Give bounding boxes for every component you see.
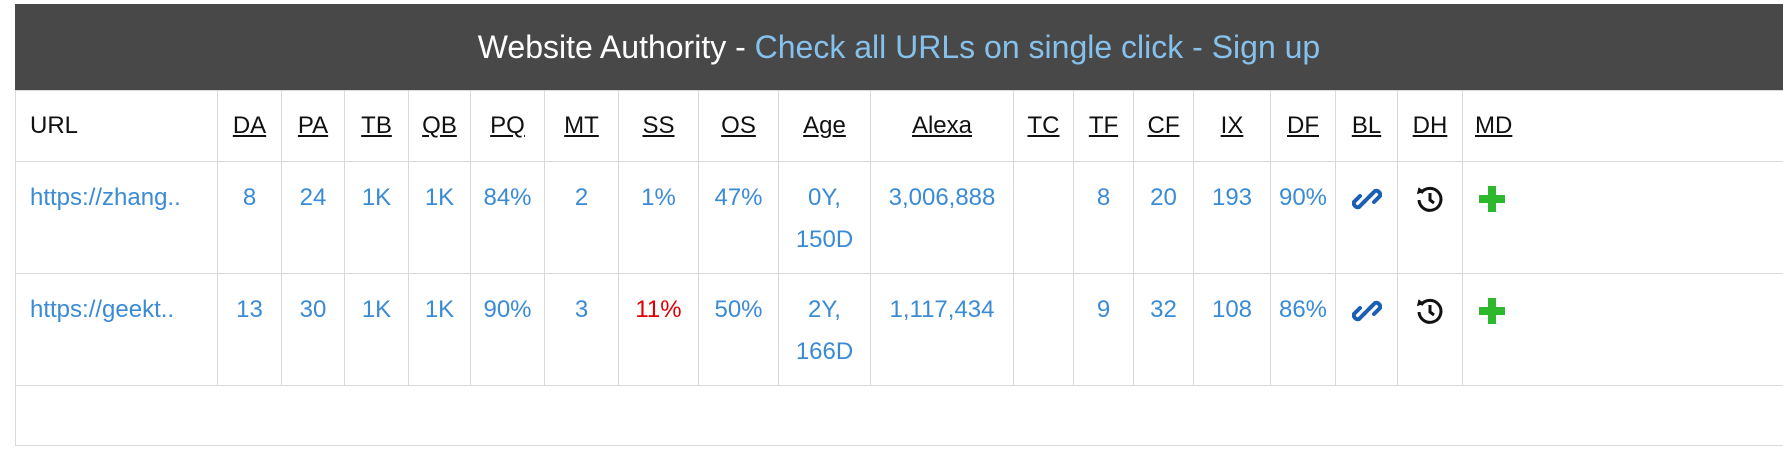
cell-tf: 9 [1073, 273, 1134, 386]
cell-mt: 3 [544, 273, 619, 386]
cell-qb: 1K [408, 161, 471, 274]
sort-bl[interactable]: BL [1351, 112, 1382, 139]
sort-md[interactable]: MD [1475, 112, 1513, 139]
metrics-table: URL DA PA TB QB PQ MT SS OS Age Alexa TC… [15, 90, 1783, 446]
cell-dh [1397, 161, 1463, 274]
age-years: 2Y, [808, 296, 841, 323]
sort-da[interactable]: DA [232, 112, 267, 139]
cell-pq: 84% [470, 161, 545, 274]
header-separator: - [1183, 28, 1212, 65]
sort-tb[interactable]: TB [361, 112, 392, 139]
plus-icon[interactable] [1477, 184, 1507, 214]
sort-tc[interactable]: TC [1027, 112, 1060, 139]
cell-ix: 108 [1193, 273, 1271, 386]
cell-md [1462, 273, 1783, 386]
url-link[interactable]: https://zhang.. [30, 184, 181, 211]
history-icon[interactable] [1415, 184, 1445, 214]
cell-dh [1397, 273, 1463, 386]
check-all-urls-link[interactable]: Check all URLs on single click [754, 28, 1184, 65]
plus-icon[interactable] [1477, 296, 1507, 326]
table-row: https://zhang.. 8 24 1K 1K 84% 2 1% 47% … [15, 161, 1783, 274]
cell-tb: 1K [344, 161, 409, 274]
col-header-tf: TF [1073, 90, 1134, 162]
panel-header: Website Authority - Check all URLs on si… [15, 4, 1783, 90]
cell-alexa: 3,006,888 [870, 161, 1014, 274]
cell-qb: 1K [408, 273, 471, 386]
sort-ss[interactable]: SS [642, 112, 675, 139]
sort-mt[interactable]: MT [564, 112, 599, 139]
col-header-url: URL [15, 90, 218, 162]
cell-url: https://geekt.. [15, 273, 218, 386]
col-header-pa: PA [281, 90, 345, 162]
sort-df[interactable]: DF [1287, 112, 1319, 139]
table-header-row: URL DA PA TB QB PQ MT SS OS Age Alexa TC… [15, 90, 1783, 162]
link-icon[interactable] [1351, 296, 1382, 326]
empty-cell [15, 385, 1783, 446]
sort-dh[interactable]: DH [1412, 112, 1448, 139]
cell-tf: 8 [1073, 161, 1134, 274]
sort-pq[interactable]: PQ [490, 112, 525, 139]
history-icon[interactable] [1415, 296, 1445, 326]
cell-mt: 2 [544, 161, 619, 274]
col-header-mt: MT [544, 90, 619, 162]
col-header-age: Age [778, 90, 871, 162]
cell-ss: 11% [618, 273, 699, 386]
sort-os[interactable]: OS [721, 112, 756, 139]
col-header-os: OS [698, 90, 779, 162]
cell-df: 86% [1270, 273, 1336, 386]
cell-da: 13 [217, 273, 282, 386]
sort-qb[interactable]: QB [422, 112, 457, 139]
col-header-qb: QB [408, 90, 471, 162]
url-link[interactable]: https://geekt.. [30, 296, 175, 323]
cell-pa: 24 [281, 161, 345, 274]
cell-ix: 193 [1193, 161, 1271, 274]
age-years: 0Y, [808, 184, 841, 211]
col-header-tb: TB [344, 90, 409, 162]
cell-tc [1013, 273, 1074, 386]
website-authority-panel: Website Authority - Check all URLs on si… [15, 4, 1783, 467]
link-icon[interactable] [1351, 184, 1382, 214]
cell-cf: 32 [1133, 273, 1194, 386]
cell-age: 0Y, 150D [778, 161, 871, 274]
table-row: https://geekt.. 13 30 1K 1K 90% 3 11% 50… [15, 273, 1783, 386]
cell-md [1462, 161, 1783, 274]
col-header-da: DA [217, 90, 282, 162]
age-days: 150D [795, 226, 854, 253]
cell-tc [1013, 161, 1074, 274]
header-title: Website Authority - [477, 28, 755, 65]
cell-alexa: 1,117,434 [870, 273, 1014, 386]
cell-os: 47% [698, 161, 779, 274]
col-header-alexa: Alexa [870, 90, 1014, 162]
col-header-cf: CF [1133, 90, 1194, 162]
sort-alexa[interactable]: Alexa [911, 112, 973, 139]
col-header-tc: TC [1013, 90, 1074, 162]
cell-pa: 30 [281, 273, 345, 386]
sort-pa[interactable]: PA [297, 112, 329, 139]
cell-bl [1335, 273, 1398, 386]
cell-age: 2Y, 166D [778, 273, 871, 386]
age-days: 166D [795, 338, 854, 365]
sort-cf[interactable]: CF [1147, 112, 1180, 139]
cell-cf: 20 [1133, 161, 1194, 274]
col-header-md: MD [1462, 90, 1783, 162]
cell-df: 90% [1270, 161, 1336, 274]
col-header-df: DF [1270, 90, 1336, 162]
table-row-empty [15, 385, 1783, 446]
cell-bl [1335, 161, 1398, 274]
cell-os: 50% [698, 273, 779, 386]
sort-ix[interactable]: IX [1220, 112, 1244, 139]
cell-da: 8 [217, 161, 282, 274]
col-header-ss: SS [618, 90, 699, 162]
cell-url: https://zhang.. [15, 161, 218, 274]
sort-tf[interactable]: TF [1088, 112, 1119, 139]
sign-up-link[interactable]: Sign up [1211, 28, 1321, 65]
cell-ss: 1% [618, 161, 699, 274]
cell-tb: 1K [344, 273, 409, 386]
col-header-ix: IX [1193, 90, 1271, 162]
sort-age[interactable]: Age [803, 112, 846, 139]
cell-pq: 90% [470, 273, 545, 386]
col-header-bl: BL [1335, 90, 1398, 162]
col-header-pq: PQ [470, 90, 545, 162]
col-header-dh: DH [1397, 90, 1463, 162]
